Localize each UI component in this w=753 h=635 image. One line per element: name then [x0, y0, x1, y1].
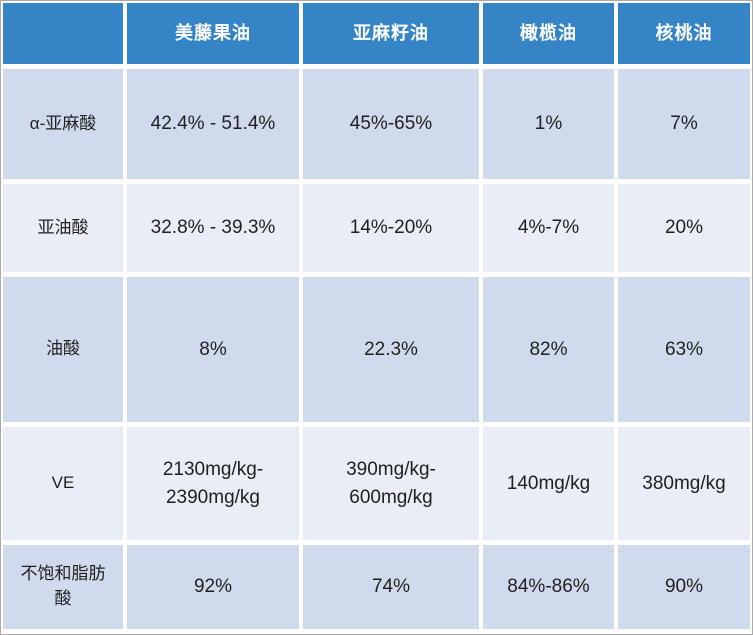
table-cell: 84%-86%	[483, 545, 614, 629]
column-header-flaxseed-oil: 亚麻籽油	[303, 3, 479, 64]
table-cell: 4%-7%	[483, 184, 614, 272]
table-cell: 32.8% - 39.3%	[127, 184, 299, 272]
table-cell: 74%	[303, 545, 479, 629]
table-cell: 42.4% - 51.4%	[127, 69, 299, 179]
corner-cell	[3, 3, 123, 64]
table-cell: 140mg/kg	[483, 427, 614, 540]
table-cell: 22.3%	[303, 277, 479, 422]
table-cell: 380mg/kg	[618, 427, 750, 540]
table-cell: 90%	[618, 545, 750, 629]
table-cell: 45%-65%	[303, 69, 479, 179]
column-header-olive-oil: 橄榄油	[483, 3, 614, 64]
table-cell: 20%	[618, 184, 750, 272]
table-cell: 82%	[483, 277, 614, 422]
table-cell: 63%	[618, 277, 750, 422]
row-header-oleic-acid: 油酸	[3, 277, 123, 422]
row-header-alpha-linolenic-acid: α-亚麻酸	[3, 69, 123, 179]
column-header-sacha-inchi-oil: 美藤果油	[127, 3, 299, 64]
table-cell: 390mg/kg- 600mg/kg	[303, 427, 479, 540]
row-header-vitamin-e: VE	[3, 427, 123, 540]
table-cell: 2130mg/kg- 2390mg/kg	[127, 427, 299, 540]
table-cell: 1%	[483, 69, 614, 179]
table-cell: 7%	[618, 69, 750, 179]
column-header-walnut-oil: 核桃油	[618, 3, 750, 64]
table-cell: 92%	[127, 545, 299, 629]
row-header-unsaturated-fatty-acid: 不饱和脂肪 酸	[3, 545, 123, 629]
table-cell: 14%-20%	[303, 184, 479, 272]
table-cell: 8%	[127, 277, 299, 422]
row-header-linoleic-acid: 亚油酸	[3, 184, 123, 272]
